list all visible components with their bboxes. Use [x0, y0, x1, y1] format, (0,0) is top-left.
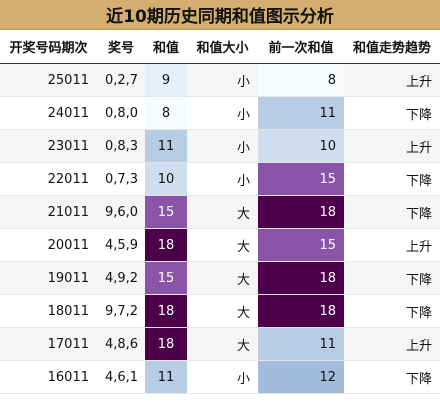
cell-sum: 8: [145, 96, 187, 130]
cell-trend: 上升: [344, 63, 440, 97]
cell-sum: 11: [145, 129, 187, 163]
table-row: 20011 4,5,9 18 大 15 上升: [0, 228, 440, 262]
cell-numbers: 4,6,1: [97, 360, 145, 394]
cell-sum-size: 小: [187, 129, 258, 163]
cell-prev-sum: 10: [258, 129, 344, 163]
cell-sum-size: 大: [187, 228, 258, 262]
table-row: 22011 0,7,3 10 小 15 下降: [0, 162, 440, 196]
cell-trend: 下降: [344, 360, 440, 394]
cell-period: 18011: [0, 294, 97, 328]
cell-sum-size: 大: [187, 261, 258, 295]
cell-sum: 18: [145, 294, 187, 328]
cell-numbers: 0,2,7: [97, 63, 145, 97]
cell-trend: 下降: [344, 294, 440, 328]
cell-numbers: 4,5,9: [97, 228, 145, 262]
cell-trend: 上升: [344, 129, 440, 163]
cell-period: 19011: [0, 261, 97, 295]
column-header-sum-size: 和值大小: [187, 30, 258, 64]
cell-prev-sum: 8: [258, 63, 344, 97]
cell-period: 17011: [0, 327, 97, 361]
history-table: 开奖号码期次 奖号 和值 和值大小 前一次和值 和值走势趋势 25011 0,2,…: [0, 30, 440, 394]
cell-numbers: 0,7,3: [97, 162, 145, 196]
cell-numbers: 0,8,3: [97, 129, 145, 163]
cell-prev-sum: 18: [258, 261, 344, 295]
table-row: 21011 9,6,0 15 大 18 下降: [0, 195, 440, 229]
page-title: 近10期历史同期和值图示分析: [0, 0, 440, 30]
cell-sum: 9: [145, 63, 187, 97]
cell-sum-size: 小: [187, 360, 258, 394]
column-header-sum: 和值: [145, 30, 187, 64]
cell-trend: 下降: [344, 162, 440, 196]
cell-trend: 下降: [344, 96, 440, 130]
cell-prev-sum: 18: [258, 195, 344, 229]
cell-sum-size: 小: [187, 96, 258, 130]
cell-trend: 上升: [344, 228, 440, 262]
cell-prev-sum: 11: [258, 327, 344, 361]
table-row: 19011 4,9,2 15 大 18 下降: [0, 261, 440, 295]
table-row: 23011 0,8,3 11 小 10 上升: [0, 129, 440, 163]
table-row: 18011 9,7,2 18 大 18 下降: [0, 294, 440, 328]
table-header-row: 开奖号码期次 奖号 和值 和值大小 前一次和值 和值走势趋势: [0, 30, 440, 64]
cell-trend: 下降: [344, 261, 440, 295]
cell-sum-size: 大: [187, 195, 258, 229]
column-header-trend: 和值走势趋势: [344, 30, 440, 64]
column-header-prev-sum: 前一次和值: [258, 30, 344, 64]
cell-numbers: 9,7,2: [97, 294, 145, 328]
cell-prev-sum: 15: [258, 228, 344, 262]
table-row: 25011 0,2,7 9 小 8 上升: [0, 63, 440, 97]
cell-prev-sum: 12: [258, 360, 344, 394]
cell-period: 22011: [0, 162, 97, 196]
cell-period: 16011: [0, 360, 97, 394]
cell-period: 24011: [0, 96, 97, 130]
table-row: 16011 4,6,1 11 小 12 下降: [0, 360, 440, 394]
cell-sum: 11: [145, 360, 187, 394]
cell-sum: 15: [145, 195, 187, 229]
column-header-period: 开奖号码期次: [0, 30, 97, 64]
cell-prev-sum: 15: [258, 162, 344, 196]
table-row: 24011 0,8,0 8 小 11 下降: [0, 96, 440, 130]
column-header-numbers: 奖号: [97, 30, 145, 64]
cell-sum: 10: [145, 162, 187, 196]
cell-sum: 15: [145, 261, 187, 295]
cell-prev-sum: 11: [258, 96, 344, 130]
cell-numbers: 0,8,0: [97, 96, 145, 130]
cell-sum-size: 小: [187, 63, 258, 97]
cell-period: 23011: [0, 129, 97, 163]
cell-numbers: 4,8,6: [97, 327, 145, 361]
cell-prev-sum: 18: [258, 294, 344, 328]
cell-sum: 18: [145, 327, 187, 361]
cell-sum: 18: [145, 228, 187, 262]
table-row: 17011 4,8,6 18 大 11 上升: [0, 327, 440, 361]
cell-numbers: 4,9,2: [97, 261, 145, 295]
cell-period: 20011: [0, 228, 97, 262]
cell-numbers: 9,6,0: [97, 195, 145, 229]
cell-sum-size: 大: [187, 327, 258, 361]
cell-period: 21011: [0, 195, 97, 229]
cell-sum-size: 大: [187, 294, 258, 328]
cell-trend: 下降: [344, 195, 440, 229]
cell-trend: 上升: [344, 327, 440, 361]
cell-period: 25011: [0, 63, 97, 97]
cell-sum-size: 小: [187, 162, 258, 196]
